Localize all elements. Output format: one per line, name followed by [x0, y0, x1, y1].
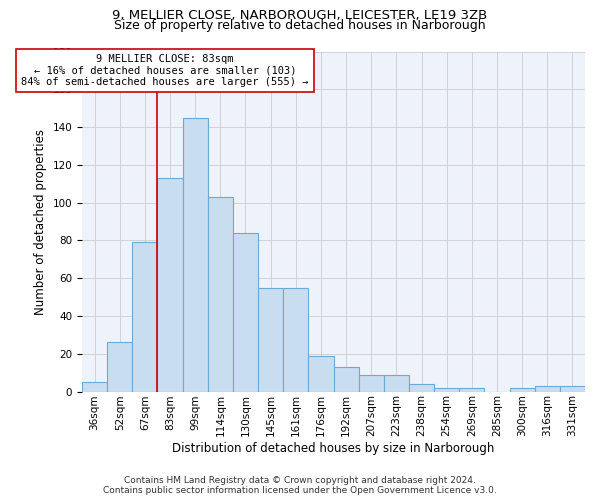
- Text: 9, MELLIER CLOSE, NARBOROUGH, LEICESTER, LE19 3ZB: 9, MELLIER CLOSE, NARBOROUGH, LEICESTER,…: [112, 9, 488, 22]
- X-axis label: Distribution of detached houses by size in Narborough: Distribution of detached houses by size …: [172, 442, 495, 455]
- Bar: [258, 288, 283, 392]
- Bar: [509, 388, 535, 392]
- Bar: [409, 384, 434, 392]
- Bar: [283, 288, 308, 392]
- Bar: [308, 356, 334, 392]
- Bar: [208, 197, 233, 392]
- Bar: [133, 242, 157, 392]
- Bar: [459, 388, 484, 392]
- Bar: [107, 342, 133, 392]
- Bar: [182, 118, 208, 392]
- Bar: [434, 388, 459, 392]
- Bar: [359, 374, 384, 392]
- Text: Contains HM Land Registry data © Crown copyright and database right 2024.
Contai: Contains HM Land Registry data © Crown c…: [103, 476, 497, 495]
- Bar: [334, 367, 359, 392]
- Bar: [535, 386, 560, 392]
- Text: Size of property relative to detached houses in Narborough: Size of property relative to detached ho…: [114, 19, 486, 32]
- Text: 9 MELLIER CLOSE: 83sqm
← 16% of detached houses are smaller (103)
84% of semi-de: 9 MELLIER CLOSE: 83sqm ← 16% of detached…: [21, 54, 309, 87]
- Bar: [82, 382, 107, 392]
- Y-axis label: Number of detached properties: Number of detached properties: [34, 128, 47, 314]
- Bar: [384, 374, 409, 392]
- Bar: [560, 386, 585, 392]
- Bar: [157, 178, 182, 392]
- Bar: [233, 233, 258, 392]
